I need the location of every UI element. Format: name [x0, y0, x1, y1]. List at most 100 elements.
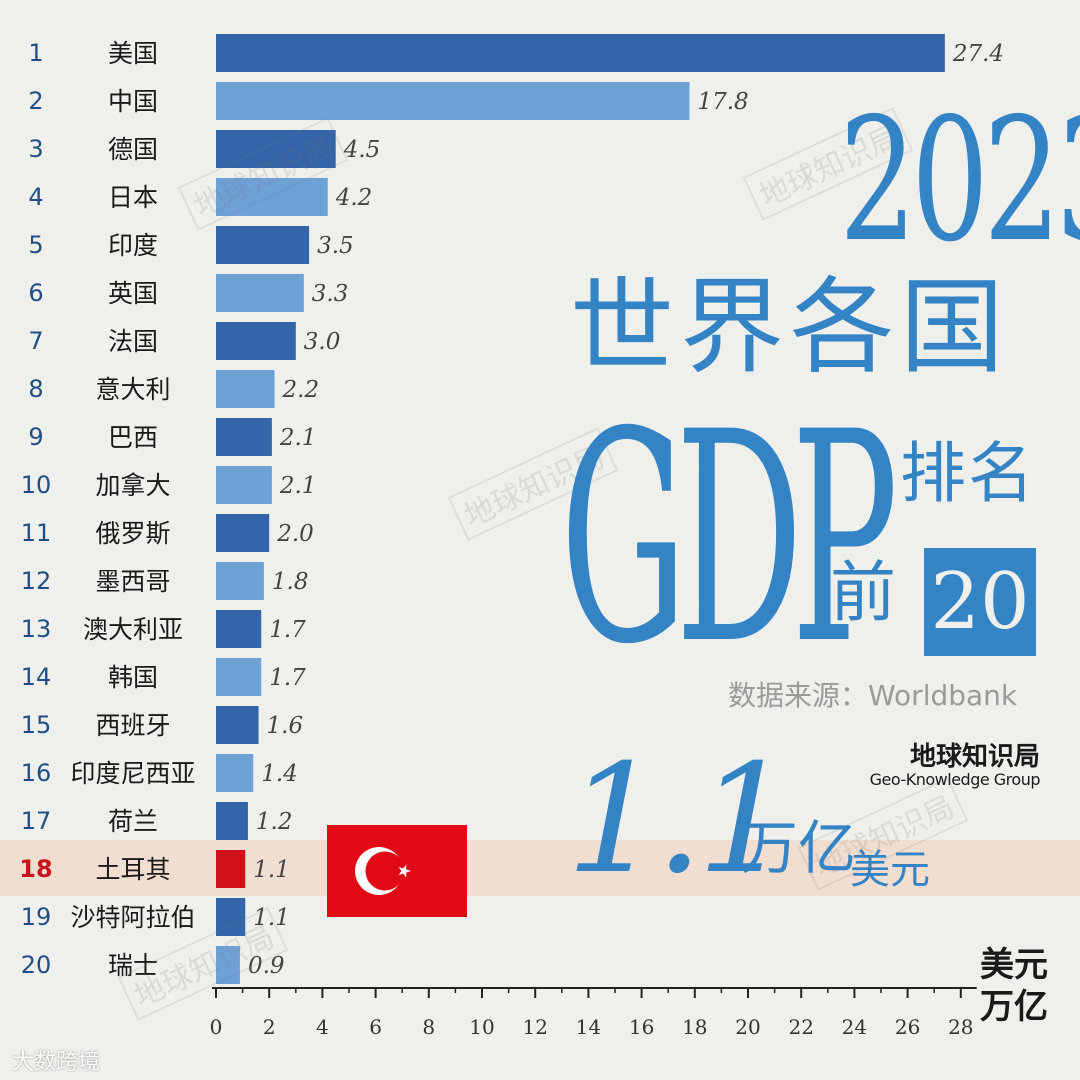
- x-tick-label: 0: [210, 1015, 223, 1039]
- country-label: 韩国: [108, 663, 158, 692]
- x-tick-label: 28: [948, 1015, 973, 1039]
- gdp-bar: [216, 322, 296, 360]
- rank-label: 1: [28, 39, 43, 67]
- rank-label: 18: [19, 855, 52, 883]
- rank-label: 10: [21, 471, 52, 499]
- gdp-bar: [216, 178, 328, 216]
- rank-label: 14: [21, 663, 52, 691]
- value-label: 1.7: [269, 665, 306, 691]
- value-label: 2.1: [279, 425, 317, 451]
- value-label: 3.3: [312, 281, 349, 307]
- title-year: 2023: [839, 82, 1080, 280]
- title-ranking: 排名: [900, 435, 1036, 512]
- country-label: 土耳其: [95, 855, 170, 884]
- gdp-bar: [216, 802, 248, 840]
- title-top: 前: [830, 554, 896, 631]
- title-line2: 世界各国: [570, 266, 1011, 388]
- gdp-bar: [216, 562, 264, 600]
- value-label: 1.8: [272, 569, 309, 595]
- highlight-value: 1.1: [566, 733, 793, 907]
- rank-label: 7: [28, 327, 43, 355]
- x-tick-label: 8: [422, 1015, 435, 1039]
- country-label: 印度: [108, 231, 158, 260]
- value-label: 27.4: [952, 41, 1004, 67]
- brand-name: 地球知识局: [909, 742, 1040, 772]
- value-label: 0.9: [248, 953, 285, 979]
- gdp-bar: [216, 514, 270, 552]
- country-label: 俄罗斯: [95, 519, 170, 548]
- rank-label: 11: [21, 519, 52, 547]
- x-tick-label: 14: [576, 1015, 601, 1039]
- highlight-currency: 美元: [850, 847, 930, 893]
- axis-unit-line2: 万亿: [980, 987, 1048, 1027]
- gdp-bar: [216, 610, 262, 648]
- country-label: 法国: [108, 327, 158, 356]
- x-tick-label: 4: [316, 1015, 329, 1039]
- rank-label: 3: [28, 135, 43, 163]
- value-label: 2.1: [279, 473, 317, 499]
- rank-label: 9: [28, 423, 43, 451]
- value-label: 1.7: [269, 617, 306, 643]
- value-label: 4.2: [335, 185, 373, 211]
- value-label: 1.1: [253, 905, 290, 931]
- turkey-flag-icon: [327, 825, 467, 917]
- country-label: 墨西哥: [95, 567, 170, 596]
- gdp-bar: [216, 850, 246, 888]
- gdp-bar: [216, 130, 336, 168]
- title-top-n-badge: 20: [924, 548, 1036, 656]
- country-label: 澳大利亚: [83, 615, 183, 644]
- value-label: 1.4: [261, 761, 298, 787]
- country-label: 日本: [108, 183, 158, 212]
- gdp-bar: [216, 898, 246, 936]
- rank-label: 15: [21, 711, 52, 739]
- rank-label: 8: [28, 375, 43, 403]
- rank-label: 16: [21, 759, 52, 787]
- gdp-bar: [216, 226, 310, 264]
- value-label: 3.0: [304, 329, 341, 355]
- gdp-bar: [216, 34, 945, 72]
- x-axis: 0 2 4 6 8 10 12 14 16 18 20 22 24 26 28: [210, 987, 977, 1039]
- country-label: 美国: [108, 39, 158, 68]
- country-label: 巴西: [108, 423, 158, 452]
- title-gdp: GDP: [560, 371, 898, 708]
- country-label: 中国: [108, 87, 158, 116]
- rank-label: 19: [21, 903, 52, 931]
- value-label: 1.6: [267, 713, 304, 739]
- value-label: 2.0: [276, 521, 314, 547]
- rank-label: 6: [28, 279, 43, 307]
- footer-logo-text: 大数跨境: [12, 1050, 101, 1075]
- country-label: 意大利: [95, 375, 170, 404]
- x-tick-label: 6: [369, 1015, 382, 1039]
- gdp-bar: [216, 82, 690, 120]
- rank-label: 4: [28, 183, 43, 211]
- brand-name-en: Geo-Knowledge Group: [869, 770, 1041, 789]
- country-label: 西班牙: [95, 711, 170, 740]
- x-tick-label: 24: [842, 1015, 867, 1039]
- rank-label: 5: [28, 231, 43, 259]
- value-label: 1.2: [256, 809, 293, 835]
- country-label: 德国: [108, 135, 158, 164]
- rank-label: 17: [21, 807, 52, 835]
- country-label: 瑞士: [108, 951, 158, 980]
- rank-label: 20: [21, 951, 52, 979]
- x-tick-label: 10: [469, 1015, 494, 1039]
- gdp-bar: [216, 370, 275, 408]
- value-label: 4.5: [343, 137, 381, 163]
- gdp-bar: [216, 658, 262, 696]
- axis-unit-line1: 美元: [980, 945, 1048, 985]
- x-tick-label: 20: [735, 1015, 760, 1039]
- rank-label: 2: [28, 87, 43, 115]
- gdp-bar: [216, 754, 254, 792]
- gdp-bar: [216, 946, 240, 984]
- highlight-row-band: [0, 840, 1080, 896]
- gdp-bar: [216, 466, 272, 504]
- highlight-unit: 万亿: [740, 814, 857, 882]
- gdp-bar: [216, 706, 259, 744]
- gdp-bar: [216, 418, 272, 456]
- country-label: 印度尼西亚: [70, 759, 195, 788]
- value-label: 3.5: [317, 233, 354, 259]
- value-label: 2.2: [282, 377, 320, 403]
- x-tick-label: 2: [263, 1015, 276, 1039]
- country-label: 英国: [108, 279, 158, 308]
